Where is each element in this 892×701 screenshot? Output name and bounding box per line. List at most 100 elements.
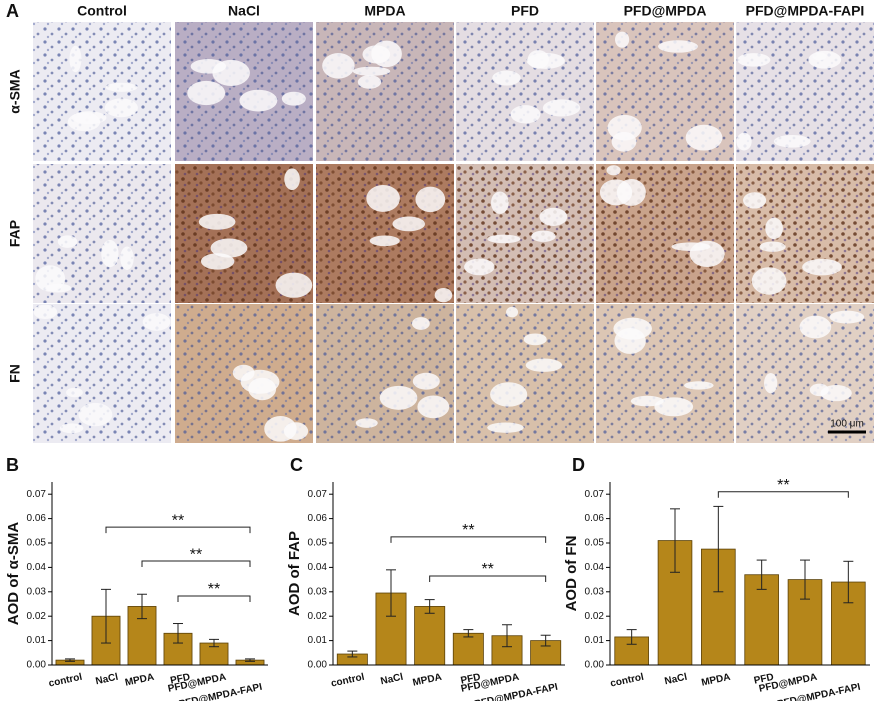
column-label: MPDA xyxy=(364,3,405,19)
bar xyxy=(375,592,407,666)
y-tick-label: 0.03 xyxy=(27,586,47,597)
alveolus xyxy=(369,235,400,247)
y-tick-label: 0.00 xyxy=(27,660,47,671)
alveolus xyxy=(765,217,783,240)
alveolus xyxy=(66,387,83,398)
alveolus xyxy=(737,53,771,67)
alveolus xyxy=(281,91,306,106)
alveolus xyxy=(57,235,78,248)
alveolus xyxy=(613,317,652,340)
significance-bracket xyxy=(429,575,547,582)
alveolus xyxy=(616,178,646,206)
y-tick-label: 0.07 xyxy=(27,489,47,500)
alveolus xyxy=(773,134,811,148)
alveolus xyxy=(506,306,519,318)
alveolus xyxy=(392,216,426,232)
y-tick-label: 0.03 xyxy=(308,586,328,597)
micrograph-texture xyxy=(33,22,171,161)
micrograph-texture xyxy=(456,304,594,443)
significance-label: ** xyxy=(190,546,202,563)
alveolus xyxy=(464,258,495,276)
alveolus xyxy=(45,283,72,293)
x-tick-label: PFD xyxy=(460,672,482,687)
y-tick-label: 0.04 xyxy=(585,562,605,573)
alveolus xyxy=(232,364,255,381)
alveolus xyxy=(829,310,865,324)
micrograph-texture xyxy=(456,22,594,161)
column-label: PFD xyxy=(511,3,539,19)
alveolus xyxy=(105,82,138,92)
significance-label: ** xyxy=(777,477,789,494)
alveolus xyxy=(104,98,138,118)
alveolus xyxy=(531,230,556,242)
micrograph-texture xyxy=(456,164,594,303)
bar xyxy=(452,632,484,666)
alveolus xyxy=(523,333,547,346)
alveolus xyxy=(275,272,313,298)
panel-letter: B xyxy=(6,455,19,475)
panel-letter: D xyxy=(572,455,585,475)
row-label: FN xyxy=(7,364,23,383)
alveolus xyxy=(607,114,642,141)
alveolus xyxy=(71,111,107,125)
alveolus xyxy=(322,53,355,79)
bar xyxy=(491,635,523,666)
y-tick-label: 0.06 xyxy=(585,513,605,524)
significance-label: ** xyxy=(481,561,493,578)
alveolus xyxy=(736,132,752,151)
alveolus xyxy=(239,89,278,112)
y-tick-label: 0.02 xyxy=(27,611,47,622)
alveolus xyxy=(611,131,637,152)
x-tick-label: control xyxy=(48,672,84,690)
alveolus xyxy=(187,80,226,106)
alveolus xyxy=(142,313,171,331)
alveolus xyxy=(684,381,714,390)
x-tick-label: MPDA xyxy=(700,672,731,689)
y-tick-label: 0.06 xyxy=(308,513,328,524)
y-tick-label: 0.01 xyxy=(585,635,605,646)
y-tick-label: 0.02 xyxy=(308,611,328,622)
alveolus xyxy=(539,207,568,226)
alveolus xyxy=(33,304,58,320)
alveolus xyxy=(510,105,541,124)
y-tick-label: 0.05 xyxy=(585,538,605,549)
y-tick-label: 0.04 xyxy=(27,562,47,573)
x-tick-label: MPDA xyxy=(412,672,443,689)
y-tick-label: 0.03 xyxy=(585,586,605,597)
y-tick-label: 0.01 xyxy=(308,635,328,646)
significance-bracket xyxy=(105,526,251,534)
alveolus xyxy=(799,315,832,339)
alveolus xyxy=(490,382,528,407)
alveolus xyxy=(487,234,521,244)
x-tick-label: PFD xyxy=(753,672,775,687)
x-tick-label: control xyxy=(609,672,645,690)
alveolus xyxy=(417,395,450,419)
alveolus xyxy=(525,358,563,372)
column-label: Control xyxy=(77,3,127,19)
column-label: PFD@MPDA xyxy=(624,3,707,19)
column-label: NaCl xyxy=(228,3,260,19)
bar xyxy=(414,606,446,666)
alveolus xyxy=(190,59,227,74)
significance-bracket xyxy=(141,560,251,568)
alveolus xyxy=(654,397,694,417)
row-label: α-SMA xyxy=(7,69,23,113)
y-axis-label: AOD of FN xyxy=(563,536,580,612)
x-tick-label: NaCl xyxy=(380,672,405,688)
alveolus xyxy=(615,31,630,48)
alveolus xyxy=(808,50,842,69)
alveolus xyxy=(685,124,723,151)
alveolus xyxy=(78,402,113,427)
row-label: FAP xyxy=(7,220,23,247)
panel-letter: C xyxy=(290,455,303,475)
alveolus xyxy=(487,422,524,433)
y-tick-label: 0.04 xyxy=(308,562,328,573)
y-tick-label: 0.00 xyxy=(585,660,605,671)
y-tick-label: 0.01 xyxy=(27,635,47,646)
alveolus xyxy=(198,213,236,230)
alveolus xyxy=(542,99,581,117)
alveolus xyxy=(412,372,440,390)
x-tick-label: PFD xyxy=(169,672,191,687)
alveolus xyxy=(248,377,277,401)
